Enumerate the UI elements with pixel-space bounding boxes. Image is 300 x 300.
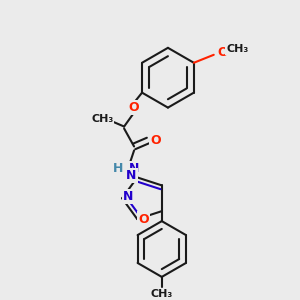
Text: N: N bbox=[126, 169, 136, 182]
Text: O: O bbox=[129, 101, 140, 114]
Text: O: O bbox=[138, 213, 148, 226]
Text: CH₃: CH₃ bbox=[226, 44, 249, 54]
Text: CH₃: CH₃ bbox=[151, 289, 173, 299]
Text: N: N bbox=[123, 190, 133, 203]
Text: N: N bbox=[129, 162, 139, 175]
Text: O: O bbox=[218, 46, 228, 59]
Text: H: H bbox=[113, 162, 123, 175]
Text: CH₃: CH₃ bbox=[91, 114, 113, 124]
Text: O: O bbox=[151, 134, 161, 147]
